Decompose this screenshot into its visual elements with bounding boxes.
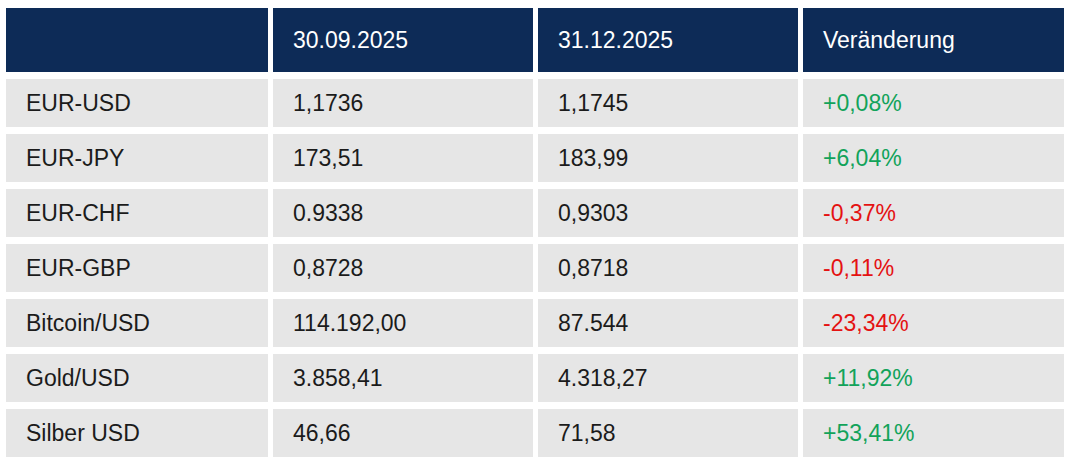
row-change: -23,34%	[803, 299, 1064, 347]
fx-rates-table-page: 30.09.2025 31.12.2025 Veränderung EUR-US…	[0, 0, 1071, 463]
row-label: EUR-USD	[6, 79, 268, 127]
header-cell-date-end: 31.12.2025	[538, 8, 798, 72]
row-value-end: 1,1745	[538, 79, 798, 127]
row-change: +0,08%	[803, 79, 1064, 127]
row-value-end: 0,9303	[538, 189, 798, 237]
row-label: EUR-JPY	[6, 134, 268, 182]
row-label: EUR-GBP	[6, 244, 268, 292]
row-value-start: 3.858,41	[273, 354, 533, 402]
header-cell-instrument	[6, 8, 268, 72]
row-change: -0,37%	[803, 189, 1064, 237]
row-value-end: 0,8718	[538, 244, 798, 292]
row-value-end: 183,99	[538, 134, 798, 182]
header-cell-change: Veränderung	[803, 8, 1064, 72]
row-value-end: 71,58	[538, 409, 798, 457]
row-value-end: 87.544	[538, 299, 798, 347]
row-value-start: 46,66	[273, 409, 533, 457]
row-change: +6,04%	[803, 134, 1064, 182]
row-value-start: 173,51	[273, 134, 533, 182]
row-change: +11,92%	[803, 354, 1064, 402]
row-value-start: 1,1736	[273, 79, 533, 127]
row-value-start: 0.9338	[273, 189, 533, 237]
row-change: +53,41%	[803, 409, 1064, 457]
row-label: Gold/USD	[6, 354, 268, 402]
row-value-start: 114.192,00	[273, 299, 533, 347]
row-change: -0,11%	[803, 244, 1064, 292]
row-label: Bitcoin/USD	[6, 299, 268, 347]
row-value-end: 4.318,27	[538, 354, 798, 402]
fx-rates-table: 30.09.2025 31.12.2025 Veränderung EUR-US…	[0, 0, 1071, 463]
row-label: Silber USD	[6, 409, 268, 457]
row-value-start: 0,8728	[273, 244, 533, 292]
header-cell-date-start: 30.09.2025	[273, 8, 533, 72]
row-label: EUR-CHF	[6, 189, 268, 237]
